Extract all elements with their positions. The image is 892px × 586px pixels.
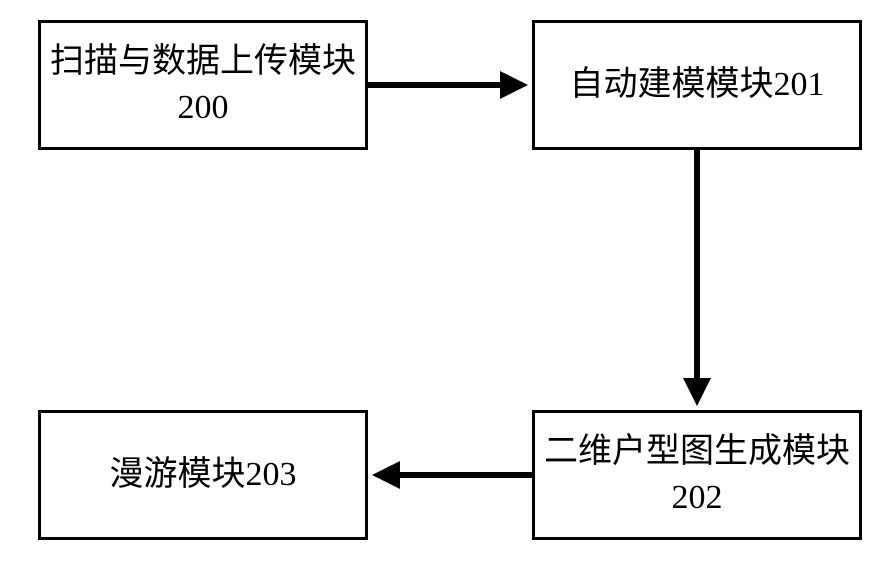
node-label: 自动建模模块201 bbox=[570, 62, 825, 108]
flow-node-auto-model-201: 自动建模模块201 bbox=[532, 20, 862, 150]
node-label: 漫游模块203 bbox=[110, 452, 297, 498]
node-label: 扫描与数据上传模块200 bbox=[49, 39, 357, 131]
flow-node-2d-floorplan-gen-202: 二维户型图生成模块202 bbox=[532, 410, 862, 540]
flow-node-roaming-203: 漫游模块203 bbox=[38, 410, 368, 540]
flow-node-scan-upload-200: 扫描与数据上传模块200 bbox=[38, 20, 368, 150]
node-label: 二维户型图生成模块202 bbox=[543, 429, 851, 521]
